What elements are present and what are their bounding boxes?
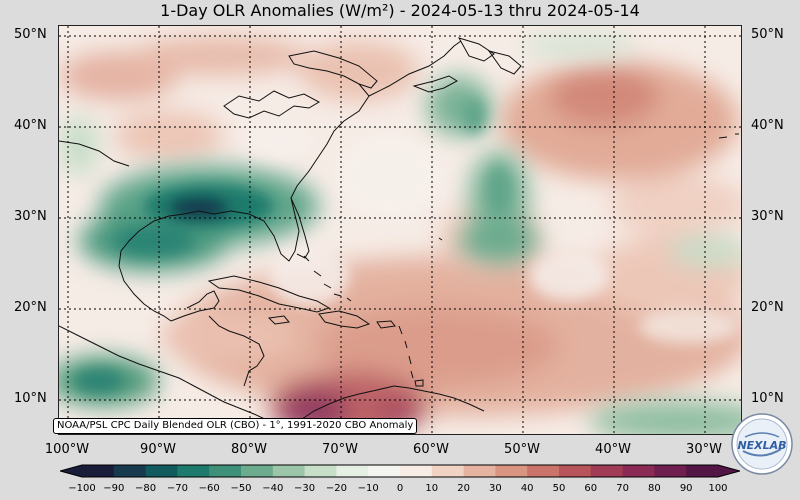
lat-label-30n-right: 30°N — [751, 209, 784, 224]
lon-label-40w: 40°W — [595, 442, 631, 457]
nexlab-logo: NEXLAB — [731, 413, 793, 475]
colorbar-tick-label: 20 — [457, 483, 470, 494]
colorbar-cell — [145, 465, 178, 477]
colorbar — [60, 464, 740, 478]
colorbar-cell — [177, 465, 210, 477]
colorbar-cell — [272, 465, 306, 477]
lat-label-30n-left: 30°N — [14, 209, 47, 224]
map-title: 1-Day OLR Anomalies (W/m²) - 2024-05-13 … — [160, 1, 640, 20]
colorbar-cell — [559, 465, 592, 477]
data-source-label: NOAA/PSL CPC Daily Blended OLR (CBO) - 1… — [53, 418, 418, 434]
lat-label-40n-right: 40°N — [751, 118, 784, 133]
lat-label-50n-left: 50°N — [14, 27, 47, 42]
colorbar-tick-label: 90 — [679, 483, 693, 494]
colorbar-cell — [336, 465, 369, 477]
colorbar-cell — [368, 465, 401, 477]
colorbar-cell — [590, 465, 624, 477]
colorbar-tick-label: 100 — [708, 483, 728, 494]
lon-label-80w: 80°W — [231, 442, 267, 457]
anomaly-field — [59, 26, 741, 434]
colorbar-cell — [241, 465, 274, 477]
colorbar-tick-label: −50 — [230, 483, 252, 494]
lon-label-100w: 100°W — [44, 442, 90, 457]
colorbar-tick-label: 10 — [425, 483, 439, 494]
colorbar-cell — [622, 465, 655, 477]
colorbar-tick-label: 60 — [584, 483, 598, 494]
lat-label-40n-left: 40°N — [14, 118, 47, 133]
colorbar-cell — [209, 465, 242, 477]
lat-label-20n-right: 20°N — [751, 300, 784, 315]
lon-label-30w: 30°W — [686, 442, 722, 457]
map-panel[interactable] — [58, 25, 742, 435]
colorbar-cell — [431, 465, 465, 477]
colorbar-tick-label: −10 — [357, 483, 379, 494]
colorbar-tick-label: −40 — [262, 483, 284, 494]
colorbar-tick-label: 50 — [552, 483, 566, 494]
graticule — [59, 26, 741, 434]
lon-label-90w: 90°W — [140, 442, 176, 457]
lat-label-10n-right: 10°N — [751, 391, 784, 406]
colorbar-tick-label: −30 — [294, 483, 316, 494]
colorbar-tick-label: 30 — [489, 483, 502, 494]
colorbar-cell — [82, 465, 115, 477]
colorbar-max-arrow — [718, 465, 740, 477]
colorbar-tick-label: −100 — [68, 483, 96, 494]
colorbar-cell — [400, 465, 433, 477]
colorbar-cell — [495, 465, 528, 477]
lon-label-70w: 70°W — [322, 442, 358, 457]
lat-label-50n-right: 50°N — [751, 27, 784, 42]
colorbar-cell — [113, 465, 147, 477]
logo-text: NEXLAB — [737, 439, 786, 452]
lat-label-20n-left: 20°N — [14, 300, 47, 315]
colorbar-cell — [527, 465, 560, 477]
neutral-patches — [244, 123, 739, 344]
colorbar-cell — [654, 465, 687, 477]
lon-label-50w: 50°W — [504, 442, 540, 457]
colorbar-tick-label: 40 — [520, 483, 534, 494]
coastlines — [59, 37, 739, 434]
colorbar-tick-label: 80 — [648, 483, 661, 494]
colorbar-tick-label: −80 — [135, 483, 157, 494]
colorbar-tick-label: 0 — [396, 483, 404, 494]
colorbar-cell — [304, 465, 337, 477]
colorbar-min-arrow — [60, 465, 82, 477]
lon-label-60w: 60°W — [413, 442, 449, 457]
colorbar-tick-label: −90 — [103, 483, 125, 494]
colorbar-tick-label: −20 — [325, 483, 347, 494]
colorbar-tick-label: −70 — [166, 483, 188, 494]
lat-label-10n-left: 10°N — [14, 391, 47, 406]
colorbar-cell — [463, 465, 496, 477]
colorbar-tick-label: −60 — [198, 483, 220, 494]
colorbar-tick-label: 70 — [616, 483, 629, 494]
colorbar-cell — [686, 465, 719, 477]
